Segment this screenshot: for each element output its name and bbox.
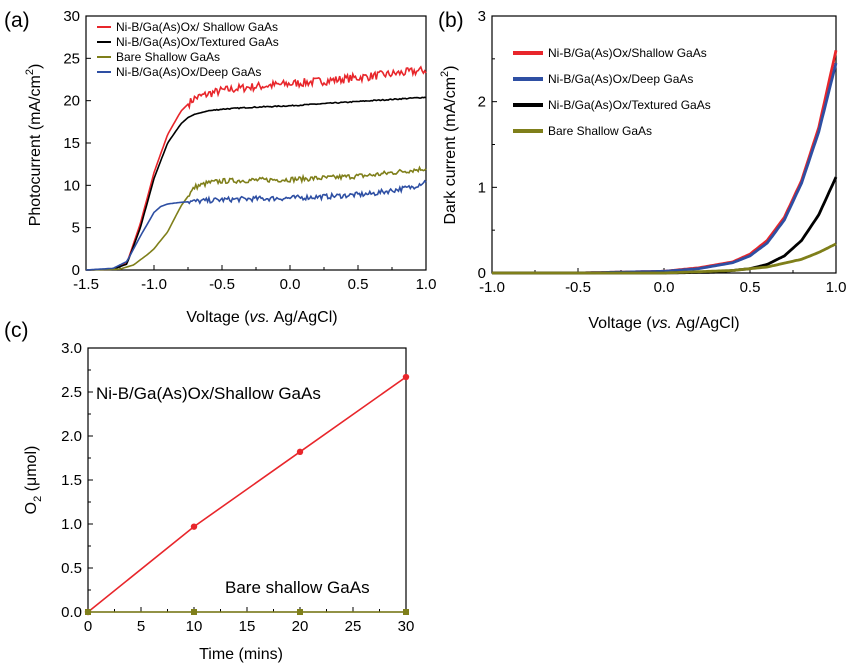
panel-a-x-label-text-2: vs. [250, 309, 270, 326]
panel-a-x-axis-label: Voltage (vs. Ag/AgCl) [186, 309, 337, 326]
panel-b-legend-label: Ni-B/Ga(As)Ox/Deep GaAs [548, 72, 693, 86]
panel-b-x-tick-label: 0.0 [654, 279, 675, 296]
panel-b-y-label-sup: 2 [439, 71, 451, 77]
panel-b-x-label-text-1: Voltage ( [588, 315, 652, 332]
panel-a-legend-label: Ni-B/Ga(As)Ox/ Shallow GaAs [116, 20, 278, 34]
panel-b-series-line [492, 176, 838, 275]
panel-a-y-tick-label: 25 [63, 50, 80, 67]
panel-a-x-label-text-1: Voltage ( [186, 309, 250, 326]
panel-b-label: (b) [438, 9, 464, 32]
panel-a: (a) -1.5 -1.0 -0.5 0.0 0.5 1.0 0 5 10 15 20 25 30 Ni… [4, 8, 436, 326]
panel-a-y-axis-label: Photocurrent (mA/cm2) [24, 64, 44, 227]
panel-c-series-line [87, 376, 407, 613]
panel-c-data-point [297, 609, 303, 615]
panel-a-y-tick-label: 15 [63, 135, 80, 152]
panel-a-label: (a) [4, 9, 30, 32]
panel-a-y-label-sup: 2 [24, 69, 36, 75]
panel-a-legend-label: Ni-B/Ga(As)Ox/Deep GaAs [116, 65, 261, 79]
panel-a-y-label-text-3: ) [27, 64, 44, 69]
panel-c-y-label-sub: 2 [32, 496, 44, 502]
panel-c-data-point [296, 448, 304, 456]
panel-b-x-axis-label: Voltage (vs. Ag/AgCl) [588, 315, 739, 332]
panel-b-series-line [492, 62, 838, 275]
panel-a-x-tick-label: 0.0 [280, 276, 301, 293]
panel-c-data-point [402, 373, 410, 381]
panel-b-y-tick-label: 0 [478, 265, 486, 282]
panel-a-x-tick-label: 0.5 [348, 276, 369, 293]
panel-b: (b) -1.0 -0.5 0.0 0.5 1.0 0 1 2 3 Ni-B/Ga(As)Ox/… [438, 8, 846, 332]
panel-c-data-point [85, 609, 91, 615]
panel-a-x-tick-label: -1.5 [73, 276, 99, 293]
panel-b-y-label-text-1: Dark current (mA/cm [442, 77, 459, 225]
panel-c-data-point [191, 609, 197, 615]
annotation-bare: Bare shallow GaAs [225, 578, 370, 597]
panel-a-legend-label: Bare Shallow GaAs [116, 50, 220, 64]
panel-a-x-tick-label: -1.0 [141, 276, 167, 293]
panel-c-y-tick-label: 0.0 [61, 604, 82, 621]
panel-c-y-tick-label: 1.0 [61, 516, 82, 533]
panel-b-y-tick-label: 1 [478, 179, 486, 196]
panel-a-y-label-text-1: Photocurrent (mA/cm [27, 75, 44, 226]
panel-c-y-tick-label: 0.5 [61, 560, 82, 577]
panel-b-x-tick-label: -1.0 [479, 279, 505, 296]
panel-a-y-tick-label: 30 [63, 8, 80, 25]
panel-a-x-tick-label: -0.5 [209, 276, 235, 293]
panel-b-x-label-text-3: Ag/AgCl) [672, 315, 740, 332]
panel-c: (c) 0 5 10 15 20 25 30 0.0 0.5 1.0 1.5 2.0 2.5 3.0 Ni… [4, 319, 414, 663]
panel-c-x-tick-label: 30 [398, 618, 415, 635]
panel-c-x-tick-label: 0 [84, 618, 92, 635]
panel-a-x-label-text-3: Ag/AgCl) [270, 309, 338, 326]
panel-b-y-axis-label: Dark current (mA/cm2) [439, 65, 459, 224]
panel-b-y-label-text-3: ) [442, 65, 459, 70]
panel-c-y-label-text-1: O [23, 502, 40, 514]
panel-a-y-tick-label: 20 [63, 93, 80, 110]
panel-c-data-point [403, 609, 409, 615]
panel-b-legend-label: Bare Shallow GaAs [548, 124, 652, 138]
panel-c-x-tick-label: 25 [345, 618, 362, 635]
panel-b-legend: Ni-B/Ga(As)Ox/Shallow GaAs Ni-B/Ga(As)Ox/… [513, 46, 711, 138]
panel-c-x-tick-label: 15 [239, 618, 256, 635]
panel-c-x-axis-label: Time (mins) [199, 646, 283, 663]
annotation-shallow: Ni-B/Ga(As)Ox/Shallow GaAs [96, 384, 321, 403]
panel-c-label: (c) [4, 319, 29, 342]
panel-c-x-tick-label: 20 [292, 618, 309, 635]
panel-a-series-line [86, 65, 427, 271]
panel-a-y-tick-label: 10 [63, 177, 80, 194]
panel-c-y-tick-label: 2.5 [61, 384, 82, 401]
panel-c-y-tick-label: 3.0 [61, 340, 82, 357]
panel-a-series-line [85, 179, 427, 271]
panel-b-legend-label: Ni-B/Ga(As)Ox/Shallow GaAs [548, 46, 707, 60]
panel-c-y-label-text-3: (μmol) [23, 446, 40, 496]
panel-b-x-tick-label: 0.5 [740, 279, 761, 296]
panel-b-x-label-text-2: vs. [652, 315, 672, 332]
panel-b-x-tick-label: 1.0 [826, 279, 847, 296]
panel-c-x-tick-label: 5 [137, 618, 145, 635]
panel-b-y-tick-label: 3 [478, 8, 486, 25]
panel-b-legend-label: Ni-B/Ga(As)Ox/Textured GaAs [548, 98, 711, 112]
panel-b-x-tick-label: -0.5 [565, 279, 591, 296]
panel-a-legend: Ni-B/Ga(As)Ox/ Shallow GaAsNi-B/Ga(As)Ox… [97, 20, 279, 79]
panel-a-series-line [86, 96, 427, 271]
panel-a-y-tick-label: 0 [72, 262, 80, 279]
panel-c-plot: 0 5 10 15 20 25 30 0.0 0.5 1.0 1.5 2.0 2.5 3.0 [61, 340, 414, 635]
panel-b-plot: -1.0 -0.5 0.0 0.5 1.0 0 1 2 3 [478, 8, 847, 296]
panel-a-x-tick-label: 1.0 [416, 276, 437, 293]
panel-a-plot: -1.5 -1.0 -0.5 0.0 0.5 1.0 0 5 10 15 20 25 30 [63, 8, 436, 293]
panel-b-series-line [492, 242, 837, 275]
panel-c-data-point [190, 523, 198, 530]
panel-a-legend-label: Ni-B/Ga(As)Ox/Textured GaAs [116, 35, 279, 49]
panel-c-y-axis-label: O2 (μmol) [23, 446, 44, 515]
panel-b-y-tick-label: 2 [478, 94, 486, 111]
panel-c-y-tick-label: 1.5 [61, 472, 82, 489]
panel-c-x-tick-label: 10 [186, 618, 203, 635]
panel-c-y-tick-label: 2.0 [61, 428, 82, 445]
panel-a-y-tick-label: 5 [72, 220, 80, 237]
panel-a-series-line [86, 165, 427, 271]
